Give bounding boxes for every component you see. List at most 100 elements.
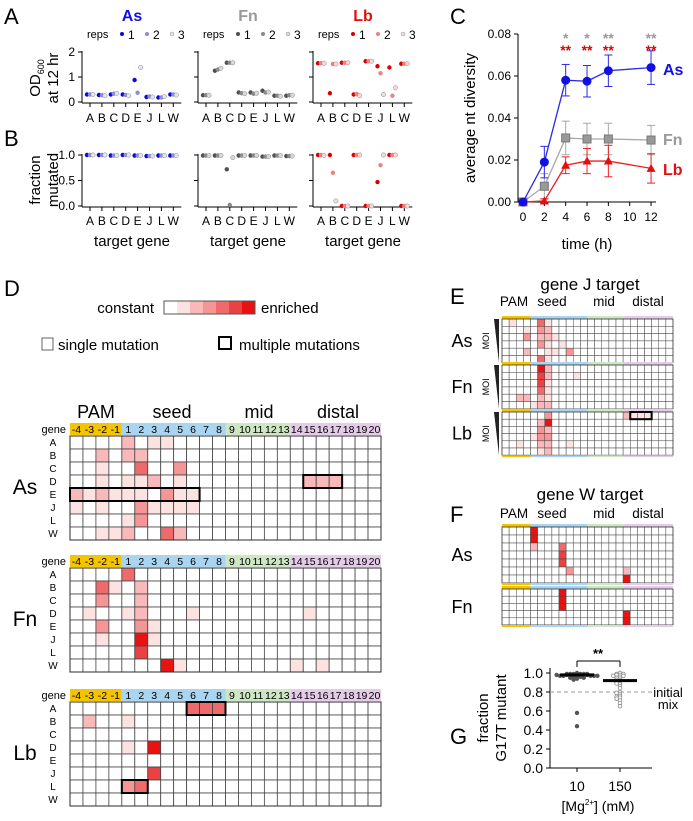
heatmap-cell (516, 566, 524, 576)
heatmap-cell (121, 513, 136, 528)
heatmap-cell (516, 534, 524, 544)
heatmap-cell (367, 526, 382, 541)
heatmap-cell (573, 534, 581, 544)
heatmap-cell (173, 593, 188, 608)
heatmap-cell (199, 753, 213, 768)
od-point (254, 90, 260, 96)
heatmap-cell (251, 435, 265, 450)
heatmap-cell (537, 372, 545, 380)
heatmap-cell (594, 574, 602, 584)
multiple-mutations-swatch (218, 336, 232, 350)
heatmap-cell (186, 658, 200, 673)
significance-gray: ** (646, 30, 657, 46)
od-point (404, 61, 410, 67)
heatmap-cell (315, 500, 330, 515)
heatmap-cell (315, 593, 330, 608)
colorbar-swatch (164, 301, 177, 314)
heatmap-fn (501, 588, 674, 626)
heatmap-cell (565, 355, 574, 364)
region-label-distal: distal (632, 506, 664, 521)
heatmap-cell (289, 606, 304, 621)
data-point (571, 677, 576, 682)
heatmap-cell (580, 326, 588, 334)
heatmap-cell (594, 542, 602, 552)
heatmap-cell (238, 714, 252, 729)
heatmap-cell (630, 550, 638, 560)
heatmap-cell (516, 318, 524, 327)
x-tick-label: C (225, 214, 234, 228)
position-label: 6 (190, 424, 196, 436)
heatmap-cell (551, 364, 560, 373)
heatmap-cell (608, 433, 617, 442)
heatmap-cell (516, 542, 524, 552)
position-label: 15 (304, 424, 316, 436)
heatmap-cell (501, 526, 510, 536)
position-label: -2 (98, 690, 107, 702)
heatmap-cell (608, 542, 617, 552)
heatmap-cell (573, 386, 581, 395)
heatmap-cell (199, 487, 213, 502)
y-axis-label-fraction: fraction (27, 155, 44, 204)
heatmap-cell (558, 610, 567, 619)
x-tick-label: 2 (541, 210, 548, 224)
heatmap-cell (95, 701, 110, 716)
heatmap-cell (508, 534, 517, 544)
heatmap-cell (544, 411, 553, 420)
heatmap-cell (251, 658, 265, 673)
heatmap-cell (644, 542, 652, 552)
heatmap-cell (276, 606, 291, 621)
heatmap-cell (302, 513, 317, 528)
heatmap-cell (160, 753, 175, 768)
heatmap-cell (587, 355, 595, 364)
heatmap-cell (594, 526, 602, 536)
heatmap-cell (558, 379, 567, 388)
position-label: 16 (317, 424, 329, 436)
heatmap-cell (328, 779, 343, 794)
heatmap-cell (651, 401, 659, 410)
heatmap-cell (658, 393, 667, 402)
heatmap-cell (147, 632, 162, 647)
heatmap-cell (289, 526, 304, 541)
heatmap-cell (637, 386, 645, 395)
heatmap-cell (651, 526, 659, 536)
heatmap-cell (147, 513, 162, 528)
x-tick-label: W (399, 214, 411, 228)
heatmap-cell (594, 566, 602, 576)
fraction-point (138, 153, 144, 158)
heatmap-cell (637, 411, 645, 420)
heatmap-cell (601, 426, 610, 434)
heatmap-cell (354, 779, 369, 794)
heatmap-cell (501, 372, 510, 380)
od-point (266, 89, 271, 95)
region-band-distal (623, 583, 673, 585)
heatmap-as (501, 526, 674, 584)
heatmap-cell (147, 779, 162, 794)
heatmap-cell (354, 727, 369, 742)
heatmap-cell (665, 574, 674, 584)
heatmap-cell (289, 619, 304, 634)
heatmap-cell (225, 779, 239, 794)
heatmap-cell (341, 779, 356, 794)
heatmap-cell (637, 418, 645, 427)
x-axis-label: target gene (94, 233, 170, 250)
heatmap-cell (523, 426, 531, 434)
od-point (173, 92, 179, 98)
heatmap-cell (565, 393, 574, 402)
heatmap-cell (315, 753, 330, 768)
gene-letter: C (49, 464, 56, 475)
heatmap-cell (367, 513, 382, 528)
heatmap-cell (147, 645, 162, 660)
heatmap-cell (160, 593, 175, 608)
heatmap-cell (199, 593, 213, 608)
heatmap-cell (665, 340, 674, 349)
heatmap-cell (551, 379, 560, 388)
heatmap-cell (121, 619, 136, 634)
heatmap-cell (608, 347, 617, 356)
heatmap-cell (160, 727, 175, 742)
heatmap-cell (341, 526, 356, 541)
heatmap-cell (587, 372, 595, 380)
heatmap-cell (558, 440, 567, 449)
heatmap-cell (630, 447, 638, 456)
x-tick-label: W (399, 111, 411, 125)
heatmap-cell (530, 574, 538, 584)
